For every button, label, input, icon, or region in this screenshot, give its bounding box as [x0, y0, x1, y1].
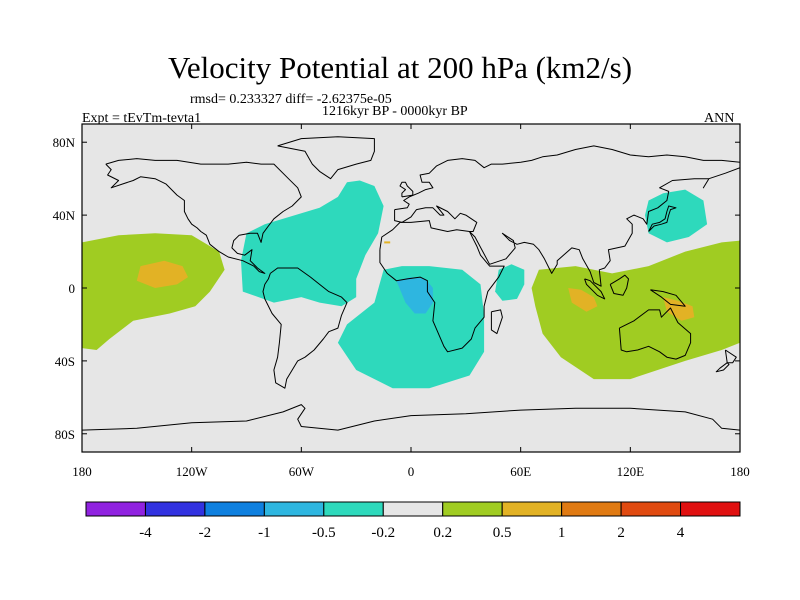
colorbar-swatch [144, 501, 206, 517]
season-label: ANN [704, 111, 735, 126]
coastline-britain [399, 181, 414, 198]
colorbar: -4 -2 -1 -0.5 -0.2 0.2 0.5 1 2 4 [85, 501, 741, 541]
x-tick-label: 0 [408, 464, 415, 479]
axis-ticks: 180 120W 60W 0 60E 120E 180 80N 40N 0 40S 80S [53, 124, 750, 479]
colorbar-label: -4 [139, 525, 152, 541]
coastline-greenland [277, 136, 375, 180]
coastline-madagascar [490, 309, 503, 335]
y-tick-label: 40N [53, 208, 76, 223]
anomaly-region-african-negative [337, 266, 485, 389]
anomaly-region-central-pacific-positive [82, 233, 225, 350]
anomaly-region-japan-negative [645, 189, 708, 243]
coastline-borneo [609, 274, 629, 296]
x-tick-label: 180 [72, 464, 92, 479]
anomaly-region-maritime-continent-core-east [663, 297, 695, 321]
coastline-south-america [262, 267, 348, 389]
colorbar-label: 2 [617, 525, 625, 541]
coastline-australia [618, 307, 692, 360]
coastline-eurasia [394, 145, 740, 287]
anomaly-region-congo-core-negative [396, 277, 433, 314]
x-tick-label: 120W [176, 464, 209, 479]
colorbar-label: 0.5 [493, 525, 512, 541]
y-tick-label: 80N [53, 135, 76, 150]
colorbar-label: -1 [258, 525, 271, 541]
time-period-label: 1216kyr BP - 0000kyr BP [322, 104, 468, 119]
colorbar-swatch [501, 501, 563, 517]
colorbar-swatch [263, 501, 325, 517]
x-tick-label: 60E [510, 464, 531, 479]
y-tick-label: 0 [69, 281, 76, 296]
colorbar-swatch [204, 501, 265, 517]
colorbar-label: 0.2 [433, 525, 452, 541]
coastline-new-zealand-south [715, 362, 730, 373]
anomaly-fill-layer [82, 180, 740, 389]
colorbar-label: -0.5 [312, 525, 336, 541]
colorbar-label: 4 [677, 525, 685, 541]
anomaly-region-indian-ocean-negative [495, 264, 525, 301]
plot-title: Velocity Potential at 200 hPa (km2/s) [167, 50, 633, 85]
x-tick-label: 120E [617, 464, 645, 479]
coastline-japan [648, 205, 677, 232]
x-tick-label: 60W [289, 464, 315, 479]
coastline-north-america [105, 158, 302, 274]
colorbar-swatch [85, 501, 146, 517]
coastline-sumatra [584, 278, 606, 300]
coastline-antarctica [82, 404, 740, 431]
experiment-label: Expt = tEvTm-tevta1 [82, 111, 202, 126]
coastline-layer [82, 136, 740, 431]
coastline-africa [379, 220, 505, 353]
colorbar-swatch [680, 501, 741, 517]
anomaly-region-maritime-continent-core-west [568, 288, 598, 312]
colorbar-label: -2 [199, 525, 212, 541]
anomaly-region-central-pacific-core [136, 260, 188, 288]
colorbar-swatch [561, 501, 622, 517]
anomaly-region-western-atlantic-negative [241, 180, 384, 307]
colorbar-label: 1 [558, 525, 566, 541]
y-tick-label: 40S [55, 354, 75, 369]
anomaly-region-maritime-continent-positive [531, 240, 740, 380]
colorbar-swatch [382, 501, 444, 517]
coastline-new-guinea [650, 289, 686, 307]
y-tick-label: 80S [55, 427, 75, 442]
coastline-new-zealand [724, 349, 737, 364]
x-tick-label: 180 [730, 464, 750, 479]
colorbar-swatch [442, 501, 503, 517]
colorbar-swatch [620, 501, 682, 517]
colorbar-swatch [323, 501, 384, 517]
wa-yellow-mark [384, 241, 391, 244]
colorbar-label: -0.2 [371, 525, 395, 541]
rmsd-diff-stats: rmsd= 0.233327 diff= -2.62375e-05 [190, 92, 392, 107]
